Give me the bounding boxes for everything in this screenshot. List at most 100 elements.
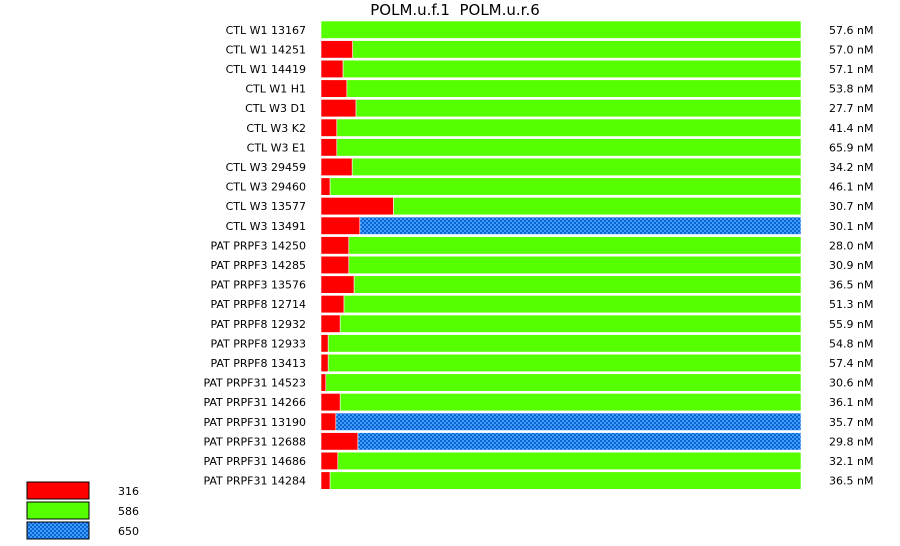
total-label: 36.1 nM — [829, 396, 873, 409]
bar-segment-316 — [320, 295, 345, 314]
category-label: PAT PRPF31 14266 — [203, 396, 306, 409]
total-label: 30.7 nM — [829, 200, 873, 213]
bar-segment-316 — [320, 334, 329, 353]
category-label: CTL W3 K2 — [246, 122, 306, 135]
category-label: CTL W3 D1 — [245, 102, 306, 115]
category-label: PAT PRPF31 13190 — [203, 416, 306, 429]
category-label: PAT PRPF31 14686 — [203, 455, 306, 468]
bar-segment-586 — [339, 314, 802, 333]
category-label: CTL W1 H1 — [245, 83, 306, 96]
bar-segment-316 — [320, 59, 344, 79]
bar-segment-586 — [355, 99, 802, 118]
bar-segment-586 — [346, 79, 802, 98]
bar-segment-316 — [320, 275, 355, 294]
bar-segment-316 — [320, 118, 338, 137]
category-label: CTL W3 29460 — [226, 181, 306, 194]
total-label: 34.2 nM — [829, 161, 873, 174]
bar-segment-586 — [342, 59, 802, 79]
bar-segment-586 — [351, 157, 802, 176]
total-label: 41.4 nM — [829, 122, 873, 135]
total-label: 36.5 nM — [829, 279, 873, 292]
total-label: 28.0 nM — [829, 239, 873, 252]
total-label: 57.6 nM — [829, 24, 873, 37]
bar-segment-586 — [329, 471, 802, 490]
total-label: 32.1 nM — [829, 455, 873, 468]
bar-segment-586 — [320, 20, 802, 39]
category-label: CTL W1 14419 — [226, 63, 306, 76]
bar-segment-316 — [320, 471, 331, 490]
bar-segment-316 — [320, 138, 338, 157]
bar-segment-316 — [320, 432, 359, 451]
bar-segment-316 — [320, 79, 348, 98]
category-label: PAT PRPF3 14285 — [210, 259, 306, 272]
category-label: CTL W3 13577 — [226, 200, 306, 213]
bar-segment-316 — [320, 412, 337, 431]
total-label: 53.8 nM — [829, 83, 873, 96]
category-label: CTL W1 14251 — [226, 43, 306, 56]
bar-segment-316 — [320, 393, 341, 412]
bar-segment-316 — [320, 197, 394, 216]
total-label: 30.6 nM — [829, 377, 873, 390]
total-label: 46.1 nM — [829, 181, 873, 194]
total-label: 57.4 nM — [829, 357, 873, 370]
total-label: 65.9 nM — [829, 141, 873, 154]
category-label: CTL W1 13167 — [226, 24, 306, 37]
bar-segment-586 — [337, 451, 802, 471]
bar-segment-316 — [320, 177, 331, 196]
total-label: 30.1 nM — [829, 220, 873, 233]
bar-segment-586 — [336, 118, 802, 137]
bar-segment-586 — [348, 255, 802, 275]
category-label: PAT PRPF8 13413 — [210, 357, 306, 370]
chart-title: POLM.u.f.1 POLM.u.r.6 — [370, 1, 540, 19]
total-label: 36.5 nM — [829, 475, 873, 488]
category-label: PAT PRPF31 14284 — [203, 475, 306, 488]
category-label: CTL W3 13491 — [226, 220, 306, 233]
bar-segment-650 — [359, 216, 802, 235]
bar-segment-650 — [335, 412, 802, 431]
legend-swatch-316 — [26, 481, 90, 500]
legend-label: 316 — [118, 485, 139, 498]
category-label: PAT PRPF8 12933 — [210, 337, 306, 350]
bar-segment-316 — [320, 99, 357, 118]
bar-segment-316 — [320, 236, 350, 255]
bar-segment-316 — [320, 314, 341, 333]
category-label: PAT PRPF3 14250 — [210, 239, 306, 252]
bar-segment-316 — [320, 353, 329, 373]
category-label: CTL W3 29459 — [226, 161, 306, 174]
bar-segment-316 — [320, 451, 339, 471]
category-label: PAT PRPF8 12714 — [210, 298, 306, 311]
legend-swatch-650 — [26, 521, 90, 540]
bar-segment-316 — [320, 255, 350, 275]
legend-swatch-586 — [26, 501, 90, 520]
bar-segment-586 — [353, 275, 802, 294]
bar-segment-586 — [343, 295, 802, 314]
bar-segment-586 — [339, 393, 802, 412]
bar-segment-316 — [320, 373, 327, 392]
bar-segment-650 — [357, 432, 802, 451]
total-label: 35.7 nM — [829, 416, 873, 429]
legend-label: 650 — [118, 525, 139, 538]
bar-segment-586 — [393, 197, 802, 216]
category-label: PAT PRPF3 13576 — [210, 279, 306, 292]
bar-segment-586 — [336, 138, 802, 157]
bar-segment-316 — [320, 40, 353, 59]
total-label: 57.0 nM — [829, 43, 873, 56]
total-label: 51.3 nM — [829, 298, 873, 311]
total-label: 55.9 nM — [829, 318, 873, 331]
legend-label: 586 — [118, 505, 139, 518]
category-label: PAT PRPF31 14523 — [203, 377, 306, 390]
bar-segment-316 — [320, 216, 361, 235]
category-label: PAT PRPF31 12688 — [203, 435, 306, 448]
total-label: 29.8 nM — [829, 435, 873, 448]
total-label: 54.8 nM — [829, 337, 873, 350]
bar-segment-586 — [325, 373, 802, 392]
bar-segment-586 — [329, 177, 802, 196]
total-label: 27.7 nM — [829, 102, 873, 115]
bar-segment-586 — [348, 236, 802, 255]
bar-segment-586 — [327, 353, 802, 373]
category-label: PAT PRPF8 12932 — [210, 318, 306, 331]
category-label: CTL W3 E1 — [247, 141, 306, 154]
bar-segment-586 — [352, 40, 802, 59]
bar-segment-316 — [320, 157, 353, 176]
